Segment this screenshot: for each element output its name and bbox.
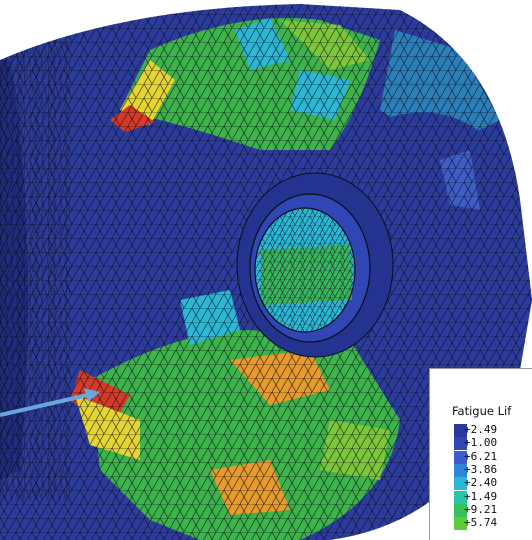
legend-swatch [454, 463, 467, 477]
legend-panel [429, 368, 532, 540]
legend-value: +2.40 [464, 476, 498, 490]
central-bore [236, 172, 394, 358]
legend-swatch [454, 517, 467, 531]
legend-swatch [454, 437, 467, 451]
legend-value: +1.00 [464, 436, 498, 450]
legend-swatch [454, 424, 467, 437]
legend-value: +9.21 [464, 502, 498, 516]
legend-title: Fatigue Lif [452, 404, 512, 418]
legend-swatch [454, 503, 467, 517]
legend-swatch [454, 490, 467, 504]
legend-swatch [454, 450, 467, 464]
legend-value: +5.74 [464, 516, 498, 530]
legend-value: +2.49 [464, 423, 498, 436]
callout-arrow [0, 388, 100, 417]
legend-value: +1.49 [464, 489, 498, 503]
legend-swatch [454, 477, 467, 491]
legend-value: +6.21 [464, 449, 498, 463]
legend-value: +3.86 [464, 462, 498, 476]
